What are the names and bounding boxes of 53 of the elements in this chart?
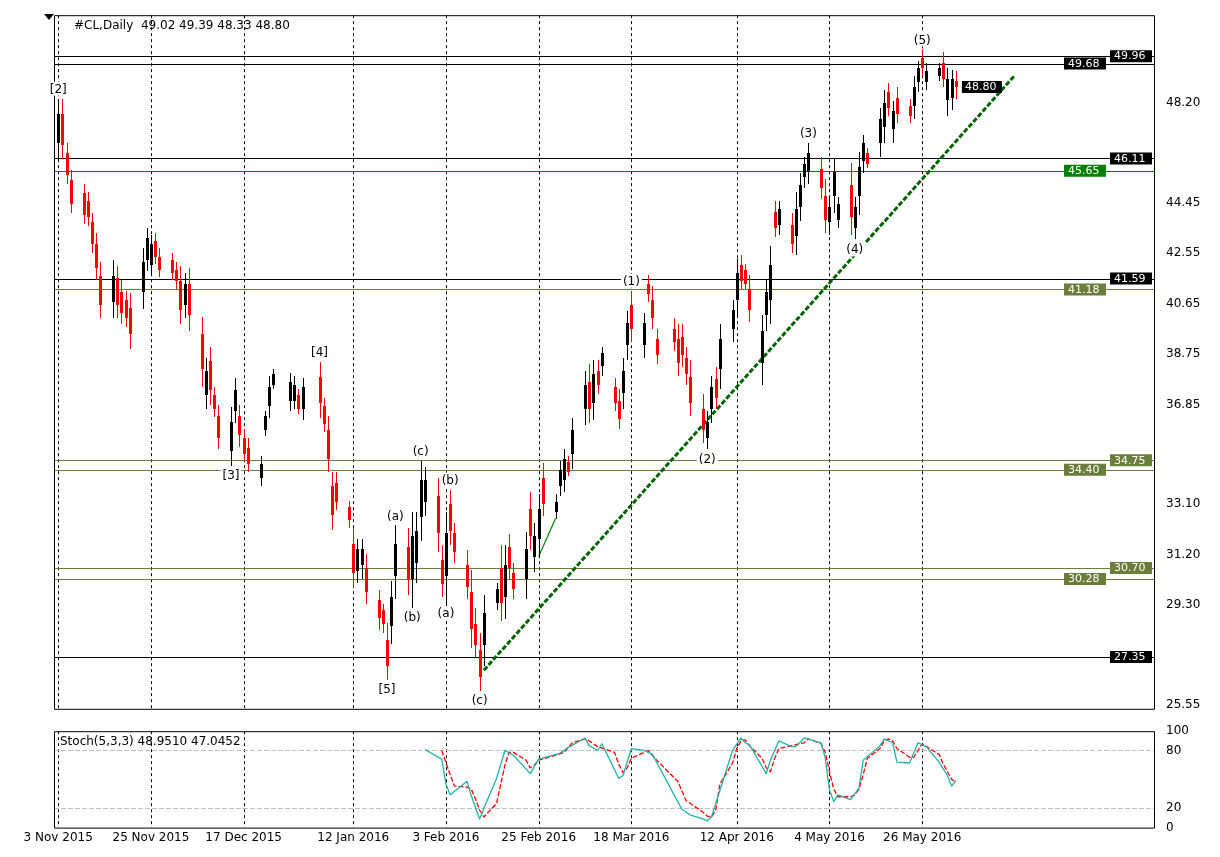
y-tick-label: 80 xyxy=(1166,742,1182,757)
y-tick-label: 42.55 xyxy=(1166,245,1201,260)
y-tick-label: 44.45 xyxy=(1166,194,1201,209)
chart-title: Stoch(5,3,3) 48.9510 47.0452 xyxy=(60,734,241,749)
x-tick-label: 12 Jan 2016 xyxy=(317,829,390,844)
ref-line-label: 30.70 xyxy=(1114,561,1146,575)
annotation: 48.80 xyxy=(964,80,997,94)
x-tick-label: 12 Apr 2016 xyxy=(699,829,774,844)
annotation: (3) xyxy=(799,126,817,141)
y-tick-label: 31.20 xyxy=(1166,546,1201,561)
y-tick-label: 36.85 xyxy=(1166,396,1201,411)
ref-line-label: 41.59 xyxy=(1114,271,1146,285)
ref-line-label: 45.65 xyxy=(1068,164,1100,178)
annotation: (5) xyxy=(913,32,931,47)
annotation: (b) xyxy=(403,610,421,625)
x-tick-label: 25 Nov 2015 xyxy=(112,829,190,844)
ref-line-label: 27.35 xyxy=(1114,650,1146,664)
annotation: (2) xyxy=(698,451,716,466)
annotation: [5] xyxy=(378,681,396,696)
ref-line-label: 49.68 xyxy=(1068,56,1100,70)
x-tick-label: 25 Feb 2016 xyxy=(501,829,577,844)
ref-line-label: 34.40 xyxy=(1068,462,1100,476)
y-tick-label: 100 xyxy=(1166,723,1189,738)
y-tick-label: 29.30 xyxy=(1166,597,1201,612)
annotation: [4] xyxy=(311,345,329,360)
annotation: (a) xyxy=(437,605,455,620)
y-tick-label: 20 xyxy=(1166,800,1182,815)
y-tick-label: 33.10 xyxy=(1166,496,1201,511)
annotation: [2] xyxy=(49,81,67,96)
ref-line-label: 34.75 xyxy=(1114,453,1146,467)
annotation: (c) xyxy=(412,443,429,458)
annotation: (b) xyxy=(441,472,459,487)
y-tick-label: 25.55 xyxy=(1166,696,1201,711)
ref-line-label: 46.11 xyxy=(1114,151,1146,165)
x-tick-label: 17 Dec 2015 xyxy=(205,829,282,844)
x-tick-label: 3 Nov 2015 xyxy=(23,829,93,844)
annotation: (1) xyxy=(622,273,640,288)
annotation: (c) xyxy=(471,692,488,707)
chart-title: #CL,Daily 49.02 49.39 48.33 48.80 xyxy=(74,18,290,33)
ref-line-label: 49.96 xyxy=(1114,49,1146,63)
annotation: [3] xyxy=(222,468,240,483)
ref-line-label: 30.28 xyxy=(1068,572,1100,586)
annotation: (4) xyxy=(846,241,864,256)
x-tick-label: 26 May 2016 xyxy=(883,829,962,844)
y-tick-label: 48.20 xyxy=(1166,95,1201,110)
y-tick-label: 40.65 xyxy=(1166,295,1201,310)
x-tick-label: 3 Feb 2016 xyxy=(412,829,480,844)
annotation: (a) xyxy=(387,508,404,523)
x-tick-label: 18 Mar 2016 xyxy=(593,829,670,844)
ref-line-label: 41.18 xyxy=(1068,282,1100,296)
y-tick-label: 38.75 xyxy=(1166,346,1201,361)
x-tick-label: 4 May 2016 xyxy=(794,829,865,844)
y-tick-label: 0 xyxy=(1166,819,1174,834)
